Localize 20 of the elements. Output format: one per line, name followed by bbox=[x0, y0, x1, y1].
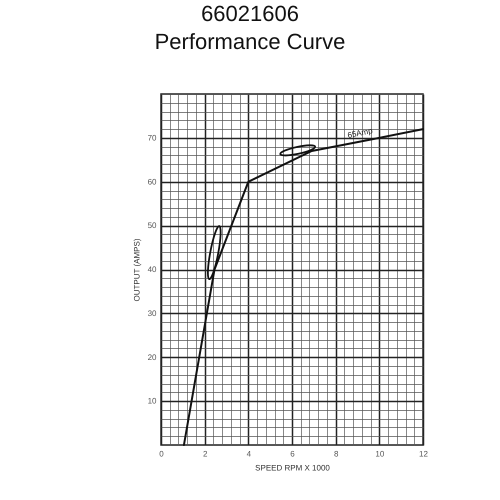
x-axis-title: SPEED RPM X 1000 bbox=[255, 464, 330, 472]
annotation: 65Amp bbox=[346, 126, 374, 140]
x-tick-label: 8 bbox=[334, 450, 339, 458]
y-tick-label: 20 bbox=[148, 352, 158, 362]
y-tick-label: 40 bbox=[148, 265, 158, 274]
chart-title: 66021606 bbox=[201, 1, 299, 26]
line-series bbox=[182, 128, 424, 446]
x-tick-label: 6 bbox=[290, 450, 296, 458]
y-tick-label: 50 bbox=[148, 221, 158, 230]
chart-subtitle: Performance Curve bbox=[154, 29, 346, 54]
y-tick-label: 30 bbox=[148, 308, 158, 318]
x-tick-label: 0 bbox=[159, 450, 164, 458]
x-tick-label: 4 bbox=[246, 450, 252, 458]
x-tick-label: 12 bbox=[419, 450, 428, 458]
x-tick-label: 2 bbox=[202, 450, 208, 458]
y-tick-label: 10 bbox=[148, 396, 158, 406]
y-axis-title: OUTPUT (AMPS) bbox=[132, 238, 142, 302]
y-tick-label: 60 bbox=[148, 177, 158, 186]
y-tick-label: 70 bbox=[148, 133, 158, 142]
x-tick-label: 10 bbox=[375, 450, 385, 458]
